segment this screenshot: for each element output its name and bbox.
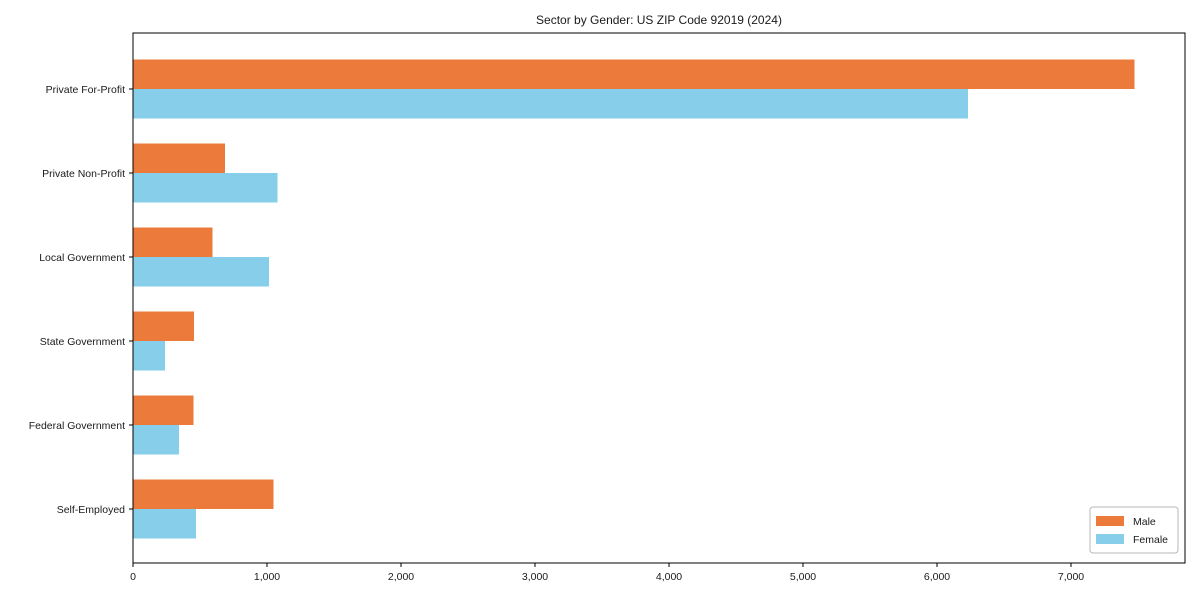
x-tick-label: 1,000 [254, 571, 280, 583]
chart-title: Sector by Gender: US ZIP Code 92019 (202… [536, 13, 782, 27]
x-tick-label: 5,000 [790, 571, 816, 583]
category-label: State Government [40, 336, 125, 348]
bar-female-3 [133, 257, 270, 287]
category-label: Private Non-Profit [42, 168, 125, 180]
category-label: Private For-Profit [46, 84, 125, 96]
plot-border [132, 32, 1186, 564]
legend-swatch-female [1096, 534, 1124, 544]
bar-male-4 [133, 311, 194, 341]
category-label: Federal Government [29, 420, 125, 432]
category-label: Local Government [39, 252, 125, 264]
category-label: Self-Employed [57, 504, 125, 516]
plot-area: Private For-Profit Private Non-Profit Loca… [29, 32, 1186, 583]
bar-female-4 [133, 341, 166, 371]
legend-label-female: Female [1133, 534, 1168, 546]
legend: Male Female [1089, 506, 1179, 554]
bar-male-5 [133, 395, 194, 425]
legend-label-male: Male [1133, 516, 1156, 528]
x-tick-label: 2,000 [388, 571, 414, 583]
bar-female-1 [133, 89, 968, 119]
bar-male-2 [133, 143, 225, 173]
bar-male-3 [133, 227, 213, 257]
x-tick-label: 3,000 [522, 571, 548, 583]
x-tick-label: 7,000 [1058, 571, 1084, 583]
bar-female-2 [133, 173, 278, 203]
bar-male-6 [133, 479, 274, 509]
bar-female-6 [133, 509, 196, 539]
legend-swatch-male [1096, 516, 1124, 526]
bar-male-1 [133, 59, 1135, 89]
legend-box [1089, 506, 1179, 554]
x-tick-label: 0 [130, 571, 136, 583]
x-tick-label: 4,000 [656, 571, 682, 583]
x-tick-label: 6,000 [924, 571, 950, 583]
bar-female-5 [133, 425, 180, 455]
